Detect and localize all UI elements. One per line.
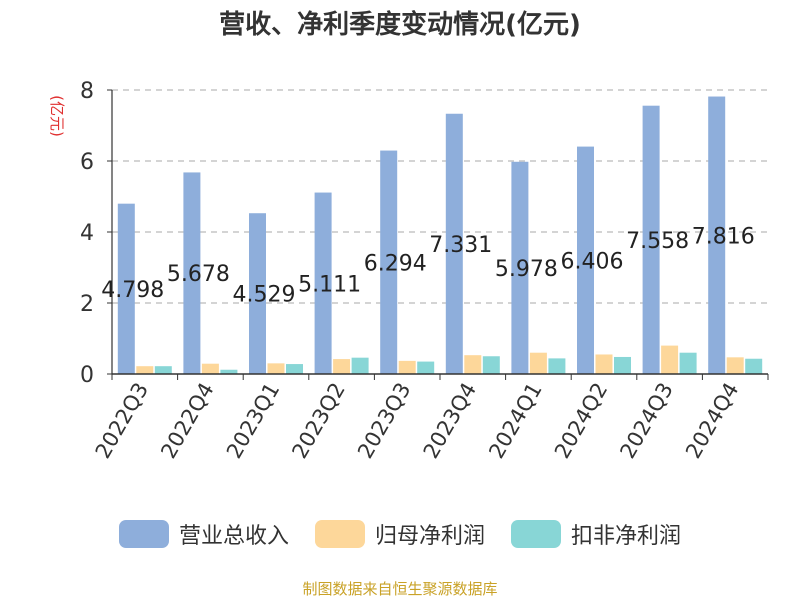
- x-tick-label: 2023Q4: [419, 379, 481, 463]
- x-tick-label: 2022Q3: [91, 379, 153, 463]
- x-tick-label: 2024Q3: [615, 379, 677, 463]
- legend-swatch-revenue: [118, 520, 169, 548]
- legend-label-net-profit: 归母净利润: [374, 524, 485, 549]
- x-tick-label: 2024Q2: [550, 379, 612, 463]
- bar-deducted-profit: [154, 366, 172, 374]
- x-tick-label: 2024Q1: [484, 379, 546, 463]
- data-label: 5.678: [167, 262, 230, 287]
- bar-net-profit: [267, 363, 285, 374]
- data-label: 4.798: [101, 278, 164, 303]
- legend-item-net-profit[interactable]: 归母净利润: [314, 518, 485, 550]
- legend-label-revenue: 营业总收入: [178, 524, 289, 549]
- bar-revenue: [183, 172, 201, 374]
- bar-deducted-profit: [286, 364, 303, 374]
- bar-deducted-profit: [614, 356, 631, 374]
- data-label: 5.978: [495, 257, 558, 282]
- bar-net-profit: [726, 357, 744, 374]
- x-tick-label: 2022Q4: [156, 379, 218, 463]
- bar-deducted-profit: [482, 356, 500, 374]
- bar-net-profit: [333, 359, 351, 374]
- legend-swatch-net-profit: [314, 520, 365, 548]
- bar-deducted-profit: [351, 357, 369, 374]
- x-tick-label: 2023Q3: [353, 379, 415, 463]
- x-tick-label: 2024Q4: [681, 379, 743, 463]
- bar-revenue: [314, 192, 332, 374]
- legend-item-revenue[interactable]: 营业总收入: [118, 518, 289, 550]
- bar-deducted-profit: [548, 358, 566, 374]
- data-label: 4.529: [233, 283, 296, 308]
- data-label: 7.816: [692, 224, 755, 249]
- data-label: 7.331: [429, 233, 492, 258]
- legend-item-deducted-profit[interactable]: 扣非净利润: [511, 518, 681, 550]
- data-label: 6.406: [561, 249, 624, 274]
- y-tick-label: 8: [80, 79, 94, 104]
- bar-revenue: [380, 150, 398, 374]
- bar-net-profit: [529, 352, 547, 374]
- bar-revenue: [708, 96, 726, 375]
- legend-swatch-deducted-profit: [511, 520, 561, 548]
- bar-net-profit: [661, 345, 679, 374]
- bar-deducted-profit: [745, 358, 763, 374]
- chart-title: 营收、净利季度变动情况(亿元): [219, 10, 581, 40]
- y-tick-label: 0: [80, 363, 94, 388]
- bar-revenue: [117, 203, 135, 374]
- bar-net-profit: [595, 354, 613, 374]
- legend: 营业总收入 归母净利润 扣非净利润: [0, 518, 800, 550]
- data-label: 6.294: [364, 251, 427, 276]
- bar-deducted-profit: [679, 352, 697, 374]
- y-tick-label: 6: [80, 150, 94, 175]
- bar-revenue: [445, 113, 463, 374]
- bar-net-profit: [201, 363, 219, 374]
- legend-label-deducted-profit: 扣非净利润: [571, 524, 682, 549]
- bar-net-profit: [398, 360, 416, 374]
- y-axis-label: (亿元): [48, 95, 66, 137]
- y-tick-label: 4: [80, 221, 94, 246]
- bar-revenue: [577, 146, 594, 374]
- source-note: 制图数据来自恒生聚源数据库: [302, 580, 498, 598]
- y-tick-label: 2: [80, 292, 94, 317]
- x-tick-label: 2023Q1: [222, 379, 284, 463]
- data-label: 7.558: [626, 229, 689, 254]
- bar-deducted-profit: [417, 361, 435, 374]
- x-tick-label: 2023Q2: [287, 379, 349, 463]
- bar-net-profit: [136, 366, 154, 374]
- data-label: 5.111: [298, 272, 361, 297]
- bar-revenue: [249, 213, 266, 374]
- bar-net-profit: [464, 355, 482, 374]
- bar-revenue: [642, 105, 660, 374]
- bar-revenue: [511, 161, 529, 374]
- bar-deducted-profit: [220, 369, 238, 374]
